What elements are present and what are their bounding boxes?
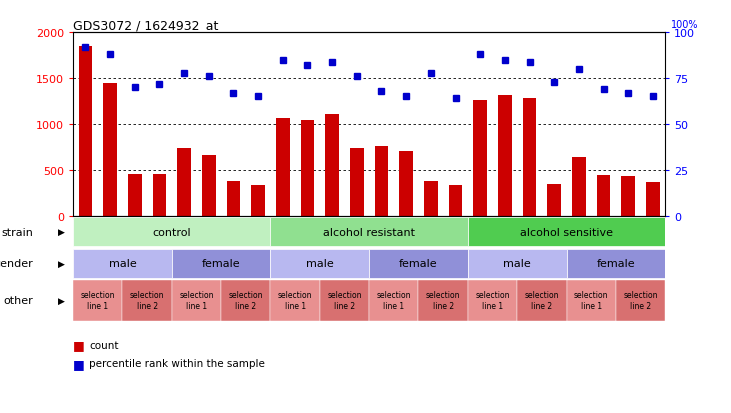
- Text: selection
line 2: selection line 2: [426, 291, 461, 311]
- Bar: [646, 183, 659, 216]
- Bar: [523, 99, 537, 216]
- Text: selection
line 2: selection line 2: [229, 291, 263, 311]
- Text: selection
line 2: selection line 2: [327, 291, 362, 311]
- Text: male: male: [109, 259, 136, 268]
- Bar: [468, 280, 518, 321]
- Bar: [320, 280, 369, 321]
- Text: ▶: ▶: [58, 296, 65, 305]
- Bar: [621, 177, 635, 216]
- Bar: [270, 280, 320, 321]
- Bar: [424, 181, 438, 216]
- Text: female: female: [202, 259, 240, 268]
- Text: female: female: [399, 259, 438, 268]
- Text: percentile rank within the sample: percentile rank within the sample: [89, 358, 265, 368]
- Bar: [172, 249, 270, 278]
- Bar: [227, 181, 240, 216]
- Text: gender: gender: [0, 259, 33, 268]
- Text: ■: ■: [73, 338, 85, 351]
- Bar: [616, 280, 665, 321]
- Bar: [572, 158, 586, 216]
- Bar: [103, 83, 117, 216]
- Bar: [548, 184, 561, 216]
- Text: female: female: [596, 259, 635, 268]
- Bar: [270, 249, 369, 278]
- Bar: [350, 148, 363, 216]
- Bar: [468, 218, 665, 247]
- Text: male: male: [306, 259, 333, 268]
- Bar: [172, 280, 221, 321]
- Bar: [369, 280, 419, 321]
- Bar: [276, 119, 289, 216]
- Text: male: male: [504, 259, 531, 268]
- Bar: [73, 280, 123, 321]
- Bar: [567, 280, 616, 321]
- Bar: [418, 280, 468, 321]
- Bar: [221, 280, 270, 321]
- Text: selection
line 1: selection line 1: [278, 291, 312, 311]
- Bar: [270, 218, 468, 247]
- Text: 100%: 100%: [671, 20, 698, 30]
- Text: other: other: [3, 296, 33, 306]
- Bar: [251, 185, 265, 216]
- Text: selection
line 2: selection line 2: [624, 291, 658, 311]
- Bar: [300, 121, 314, 216]
- Bar: [567, 249, 665, 278]
- Text: selection
line 2: selection line 2: [130, 291, 164, 311]
- Bar: [399, 152, 413, 216]
- Bar: [375, 147, 388, 216]
- Text: GDS3072 / 1624932_at: GDS3072 / 1624932_at: [73, 19, 219, 32]
- Bar: [128, 175, 142, 216]
- Text: strain: strain: [1, 227, 33, 237]
- Text: selection
line 1: selection line 1: [574, 291, 608, 311]
- Bar: [202, 156, 216, 216]
- Bar: [449, 185, 462, 216]
- Text: alcohol sensitive: alcohol sensitive: [520, 227, 613, 237]
- Text: selection
line 1: selection line 1: [179, 291, 213, 311]
- Text: ▶: ▶: [58, 228, 65, 237]
- Bar: [73, 218, 270, 247]
- Text: control: control: [153, 227, 191, 237]
- Text: selection
line 1: selection line 1: [80, 291, 115, 311]
- Bar: [498, 96, 512, 216]
- Bar: [123, 280, 172, 321]
- Text: alcohol resistant: alcohol resistant: [323, 227, 415, 237]
- Text: selection
line 2: selection line 2: [525, 291, 559, 311]
- Bar: [518, 280, 567, 321]
- Text: count: count: [89, 340, 118, 350]
- Text: ▶: ▶: [58, 259, 65, 268]
- Bar: [178, 148, 191, 216]
- Text: selection
line 1: selection line 1: [376, 291, 411, 311]
- Bar: [153, 174, 166, 216]
- Bar: [369, 249, 468, 278]
- Bar: [79, 47, 92, 216]
- Bar: [325, 114, 339, 216]
- Bar: [474, 101, 487, 216]
- Bar: [596, 176, 610, 216]
- Text: selection
line 1: selection line 1: [475, 291, 510, 311]
- Bar: [468, 249, 567, 278]
- Text: ■: ■: [73, 357, 85, 370]
- Bar: [73, 249, 172, 278]
